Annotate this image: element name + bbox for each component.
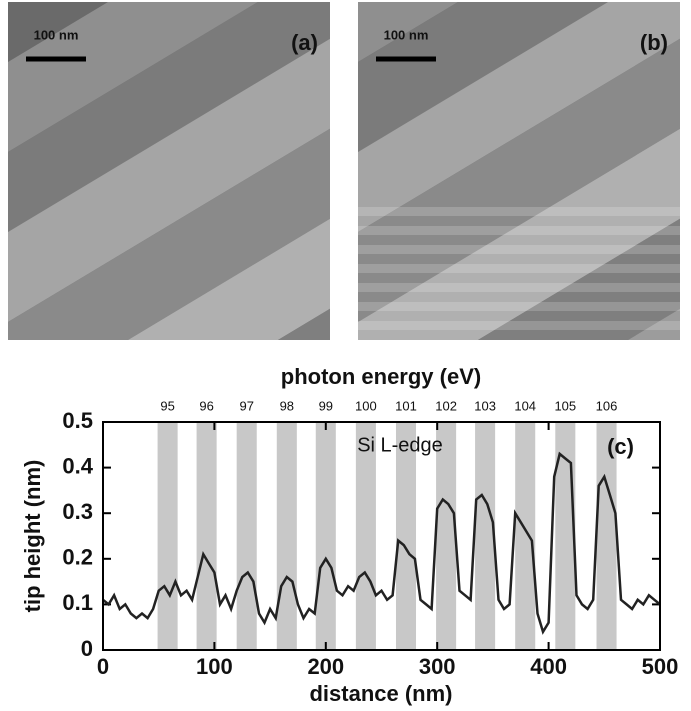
x-tick-label: 100 [196,654,233,679]
y-tick-label: 0.5 [62,408,93,433]
x-tick-label: 500 [642,654,679,679]
energy-band [355,422,376,650]
scan-stripe [358,321,680,330]
top-tick-label: 95 [160,398,174,413]
scan-stripe [358,226,680,235]
panel-label: (b) [640,30,668,55]
terrace [8,2,330,232]
scan-stripe [358,207,680,216]
y-tick-label: 0.2 [62,545,93,570]
energy-band [315,422,336,650]
top-tick-label: 104 [514,398,536,413]
terrace [358,128,680,340]
energy-band [157,422,178,650]
energy-band [276,422,297,650]
terrace [8,38,330,323]
top-tick-label: 100 [355,398,377,413]
terrace [358,38,680,323]
y-tick-label: 0.1 [62,590,93,615]
terrace [358,2,680,232]
scale-bar-label: 100 nm [384,27,429,42]
top-axis-label: photon energy (eV) [281,364,481,389]
x-axis-label: distance (nm) [309,681,452,706]
x-tick-label: 0 [97,654,109,679]
terrace [277,308,330,340]
energy-band [236,422,257,650]
data-line [102,451,661,635]
y-tick-label: 0.3 [62,499,93,524]
terrace [8,128,330,340]
energy-band [196,422,217,650]
stm-image-a: 100 nm (a) [8,2,330,340]
top-tick-label: 98 [280,398,294,413]
scan-stripe [358,283,680,292]
plot-frame [102,421,661,651]
energy-band [515,422,536,650]
annotation: Si L-edge [357,434,443,456]
x-tick-label: 300 [419,654,456,679]
scan-stripe [358,302,680,311]
y-tick-label: 0 [81,636,93,661]
top-tick-label: 103 [474,398,496,413]
top-tick-label: 106 [596,398,618,413]
top-tick-label: 99 [319,398,333,413]
stm-image-b: 100 nm (b) [358,2,680,340]
x-tick-label: 200 [307,654,344,679]
energy-band [436,422,457,650]
scan-stripe [358,264,680,273]
top-tick-label: 101 [395,398,417,413]
energy-band [395,422,417,650]
x-tick-label: 400 [530,654,567,679]
terrace [627,308,680,340]
top-tick-label: 96 [199,398,213,413]
top-tick-label: 105 [554,398,576,413]
panel-label: (a) [291,30,318,55]
terrace [478,218,680,340]
terrace [128,218,330,340]
scale-bar-label: 100 nm [34,27,79,42]
y-tick-label: 0.4 [62,453,93,478]
top-tick-label: 97 [239,398,253,413]
top-tick-label: 102 [435,398,457,413]
y-axis-label: tip height (nm) [20,460,45,613]
energy-band [475,422,496,650]
energy-band [555,422,576,650]
scan-stripe [358,245,680,254]
panel-label: (c) [607,434,634,459]
